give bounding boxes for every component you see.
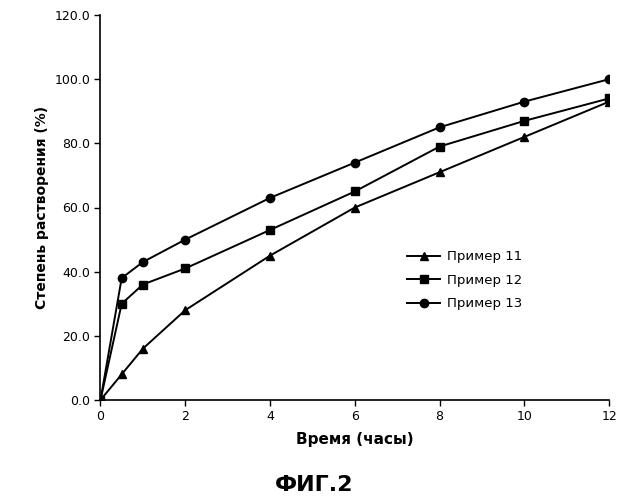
Пример 12 — [266, 227, 274, 233]
Пример 13 — [97, 397, 104, 403]
Пример 13 — [605, 76, 613, 82]
Пример 11 — [181, 307, 189, 313]
Пример 12 — [181, 266, 189, 272]
Пример 11 — [139, 346, 147, 352]
Пример 11 — [118, 372, 126, 378]
Пример 11 — [351, 204, 359, 210]
Пример 12 — [97, 397, 104, 403]
Пример 12 — [436, 144, 443, 150]
Line: Пример 12: Пример 12 — [96, 94, 614, 404]
Line: Пример 11: Пример 11 — [96, 98, 614, 404]
Пример 13 — [181, 236, 189, 242]
Line: Пример 13: Пример 13 — [96, 75, 614, 404]
Пример 11 — [521, 134, 528, 140]
Пример 11 — [605, 98, 613, 104]
X-axis label: Время (часы): Время (часы) — [296, 432, 414, 447]
Пример 11 — [97, 397, 104, 403]
Пример 12 — [351, 188, 359, 194]
Пример 13 — [118, 275, 126, 281]
Пример 13 — [351, 160, 359, 166]
Пример 11 — [266, 252, 274, 258]
Пример 11 — [436, 169, 443, 175]
Пример 12 — [139, 282, 147, 288]
Y-axis label: Степень растворения (%): Степень растворения (%) — [35, 106, 48, 309]
Пример 13 — [436, 124, 443, 130]
Пример 12 — [605, 96, 613, 102]
Text: ФИГ.2: ФИГ.2 — [275, 475, 353, 495]
Пример 13 — [266, 195, 274, 201]
Пример 12 — [118, 301, 126, 307]
Legend: Пример 11, Пример 12, Пример 13: Пример 11, Пример 12, Пример 13 — [402, 245, 528, 316]
Пример 13 — [521, 98, 528, 104]
Пример 12 — [521, 118, 528, 124]
Пример 13 — [139, 259, 147, 265]
